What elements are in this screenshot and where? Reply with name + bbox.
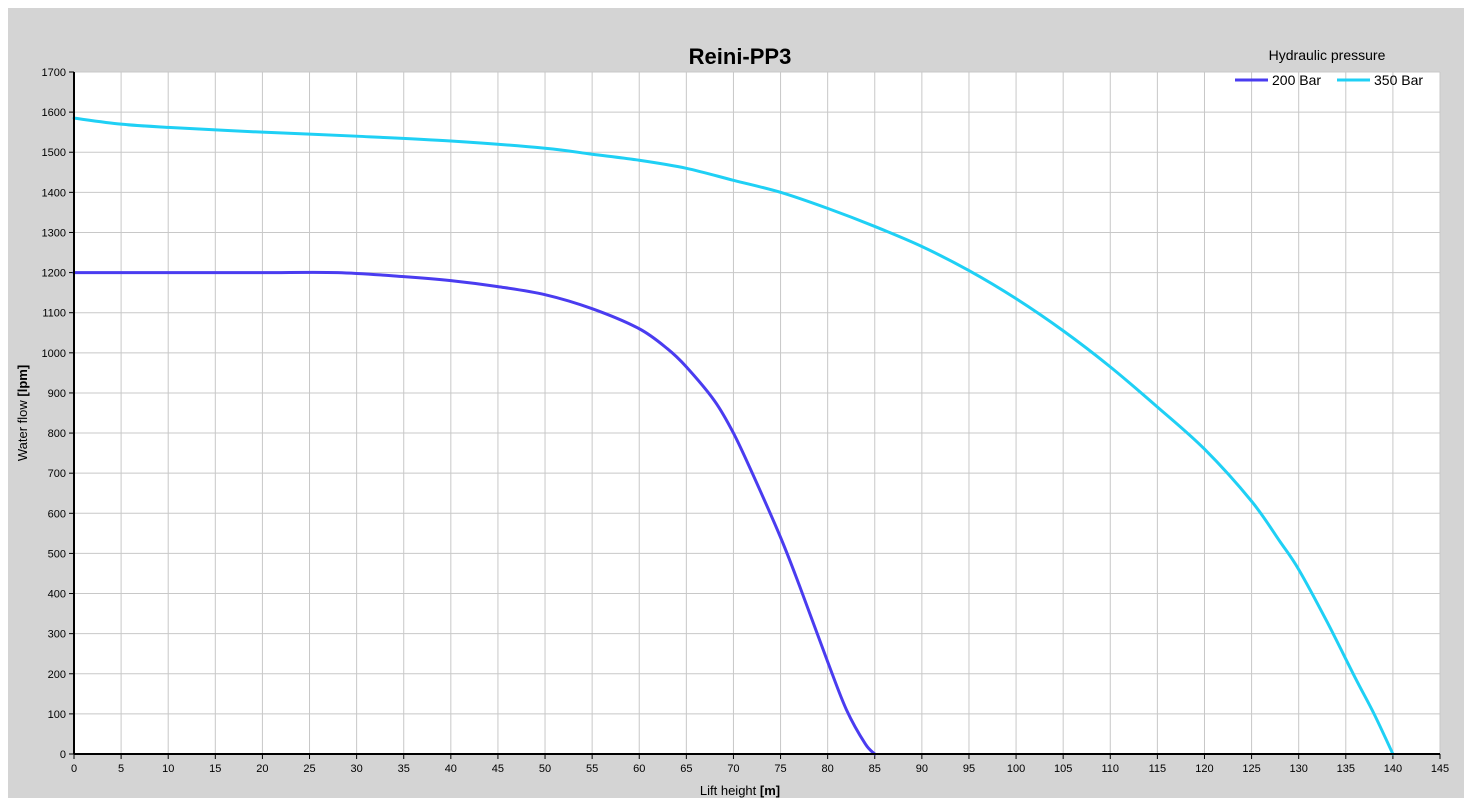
x-tick-label: 130 — [1290, 763, 1308, 775]
x-tick-label: 55 — [586, 763, 598, 775]
x-tick-label: 105 — [1054, 763, 1072, 775]
x-tick-label: 65 — [680, 763, 692, 775]
y-tick-label: 0 — [60, 749, 66, 761]
x-tick-label: 60 — [633, 763, 645, 775]
y-tick-label: 900 — [48, 388, 66, 400]
x-tick-label: 30 — [350, 763, 362, 775]
x-tick-label: 125 — [1242, 763, 1260, 775]
x-axis-ticks: 0 5 10 15 20 25 30 35 40 45 50 55 60 65 70 75 80 85 90 95 10… — [71, 754, 1449, 775]
y-tick-label: 1700 — [42, 67, 66, 79]
x-tick-label: 25 — [303, 763, 315, 775]
x-tick-label: 90 — [916, 763, 928, 775]
x-tick-label: 115 — [1149, 763, 1167, 775]
chart-title: Reini-PP3 — [689, 44, 792, 69]
x-tick-label: 50 — [539, 763, 551, 775]
y-tick-label: 1400 — [42, 187, 66, 199]
x-tick-label: 45 — [492, 763, 504, 775]
legend-title: Hydraulic pressure — [1269, 47, 1386, 63]
y-tick-label: 1000 — [42, 348, 66, 360]
x-axis-label: Lift height — [700, 783, 757, 798]
x-tick-label: 110 — [1102, 763, 1120, 775]
x-tick-label: 75 — [774, 763, 786, 775]
x-tick-label: 40 — [445, 763, 457, 775]
y-axis-label: Water flow — [15, 400, 30, 462]
x-tick-label: 10 — [162, 763, 174, 775]
y-tick-label: 100 — [48, 709, 66, 721]
x-tick-label: 145 — [1431, 763, 1449, 775]
y-axis-unit: [lpm] — [15, 365, 30, 397]
legend-label-1: 350 Bar — [1374, 72, 1423, 88]
y-tick-label: 1600 — [42, 107, 66, 119]
y-tick-label: 1100 — [42, 308, 66, 320]
y-tick-label: 700 — [48, 468, 66, 480]
x-tick-label: 15 — [209, 763, 221, 775]
x-tick-label: 85 — [869, 763, 881, 775]
x-tick-label: 120 — [1195, 763, 1213, 775]
plot-background — [74, 72, 1440, 754]
y-tick-label: 1500 — [42, 147, 66, 159]
y-tick-label: 800 — [48, 428, 66, 440]
y-tick-label: 1300 — [42, 227, 66, 239]
x-tick-label: 135 — [1337, 763, 1355, 775]
x-tick-label: 35 — [398, 763, 410, 775]
x-tick-label: 140 — [1384, 763, 1402, 775]
y-tick-label: 600 — [48, 508, 66, 520]
y-axis-title: Water flow [lpm] — [15, 365, 30, 461]
x-tick-label: 20 — [256, 763, 268, 775]
y-tick-label: 300 — [48, 629, 66, 641]
x-tick-label: 5 — [118, 763, 124, 775]
series-line-0 — [72, 270, 877, 756]
legend: 200 Bar 350 Bar — [1235, 72, 1423, 88]
series-line-1 — [72, 116, 1395, 756]
x-tick-label: 80 — [822, 763, 834, 775]
series-lines — [72, 116, 1395, 756]
x-tick-label: 100 — [1007, 763, 1025, 775]
legend-label-0: 200 Bar — [1272, 72, 1321, 88]
y-tick-label: 500 — [48, 548, 66, 560]
x-axis-title: Lift height [m] — [700, 783, 780, 798]
y-tick-label: 400 — [48, 589, 66, 601]
y-tick-label: 1200 — [42, 268, 66, 280]
grid-lines — [73, 71, 1441, 755]
x-tick-label: 70 — [727, 763, 739, 775]
x-tick-label: 0 — [71, 763, 77, 775]
y-axis-ticks: 0 100 200 300 400 500 600 700 800 900 1000 1100 1200… — [42, 67, 74, 761]
x-tick-label: 95 — [963, 763, 975, 775]
y-tick-label: 200 — [48, 669, 66, 681]
x-axis-unit: [m] — [760, 783, 780, 798]
